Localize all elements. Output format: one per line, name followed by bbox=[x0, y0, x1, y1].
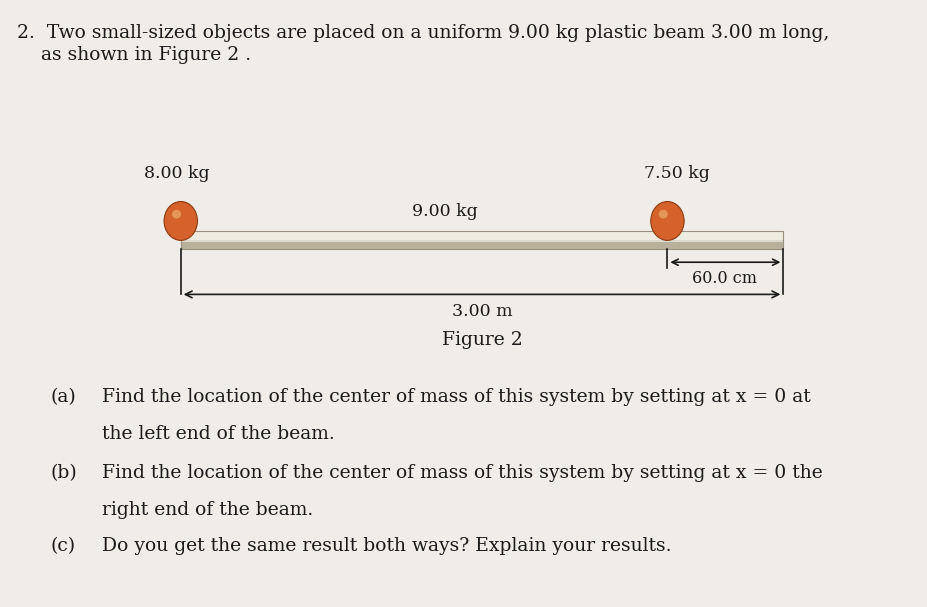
Ellipse shape bbox=[651, 202, 684, 240]
Text: 3.00 m: 3.00 m bbox=[451, 304, 513, 320]
Bar bbox=[181, 240, 783, 242]
Text: Do you get the same result both ways? Explain your results.: Do you get the same result both ways? Ex… bbox=[102, 537, 671, 555]
Text: (c): (c) bbox=[51, 537, 76, 555]
Bar bbox=[181, 231, 783, 241]
Text: Find the location of the center of mass of this system by setting at x = 0 at: Find the location of the center of mass … bbox=[102, 388, 811, 407]
Text: 60.0 cm: 60.0 cm bbox=[692, 270, 757, 287]
Text: 2.  Two small-sized objects are placed on a uniform 9.00 kg plastic beam 3.00 m : 2. Two small-sized objects are placed on… bbox=[17, 24, 829, 42]
Text: Figure 2: Figure 2 bbox=[441, 331, 523, 349]
Bar bbox=[181, 231, 783, 249]
Text: the left end of the beam.: the left end of the beam. bbox=[102, 425, 335, 443]
Text: right end of the beam.: right end of the beam. bbox=[102, 501, 313, 519]
Bar bbox=[181, 241, 783, 249]
Text: 7.50 kg: 7.50 kg bbox=[644, 165, 710, 182]
Text: (b): (b) bbox=[51, 464, 78, 483]
Text: (a): (a) bbox=[51, 388, 77, 407]
Ellipse shape bbox=[659, 210, 667, 219]
Text: Find the location of the center of mass of this system by setting at x = 0 the: Find the location of the center of mass … bbox=[102, 464, 823, 483]
Ellipse shape bbox=[172, 210, 181, 219]
Ellipse shape bbox=[164, 202, 197, 240]
Text: 8.00 kg: 8.00 kg bbox=[144, 165, 210, 182]
Text: as shown in Figure 2 .: as shown in Figure 2 . bbox=[17, 46, 251, 64]
Text: 9.00 kg: 9.00 kg bbox=[413, 203, 477, 220]
